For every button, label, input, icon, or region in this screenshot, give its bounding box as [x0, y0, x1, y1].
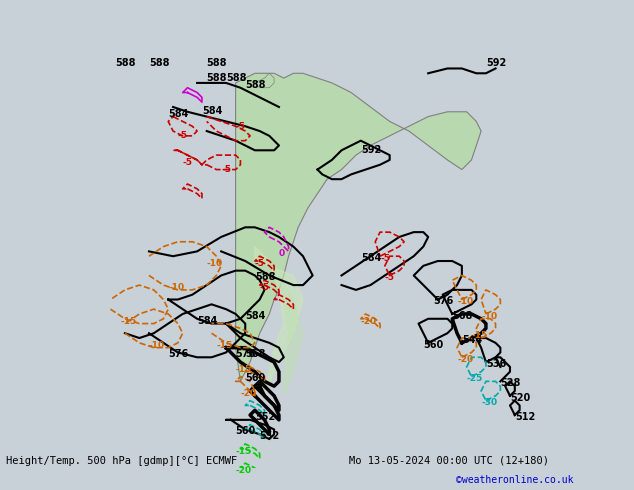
Text: -10: -10: [457, 297, 473, 306]
Text: 536: 536: [486, 359, 506, 369]
Text: 560: 560: [245, 373, 266, 383]
Text: -25: -25: [467, 374, 483, 383]
Text: 588: 588: [245, 80, 266, 90]
Text: -20: -20: [240, 389, 257, 398]
Text: 552: 552: [260, 431, 280, 441]
Text: -5: -5: [178, 131, 188, 140]
Text: 588: 588: [115, 58, 136, 68]
Text: 528: 528: [500, 378, 521, 388]
Text: Mo 13-05-2024 00:00 UTC (12+180): Mo 13-05-2024 00:00 UTC (12+180): [349, 456, 548, 466]
Text: -10: -10: [168, 283, 184, 292]
Text: 588: 588: [207, 58, 227, 68]
Text: ©weatheronline.co.uk: ©weatheronline.co.uk: [456, 475, 574, 485]
Text: -5: -5: [183, 158, 193, 167]
Text: 576: 576: [168, 349, 188, 359]
Polygon shape: [279, 275, 303, 396]
Text: 588: 588: [226, 73, 247, 82]
Text: -15: -15: [472, 331, 488, 340]
Text: 568: 568: [452, 311, 472, 321]
Text: -5: -5: [385, 273, 395, 282]
Text: -5: -5: [255, 259, 265, 268]
Text: 584: 584: [168, 109, 188, 119]
Text: 592: 592: [361, 145, 381, 155]
Polygon shape: [255, 74, 274, 88]
Text: 560: 560: [236, 426, 256, 436]
Text: 584: 584: [245, 311, 266, 321]
Text: -20: -20: [236, 466, 252, 475]
Text: -20: -20: [361, 317, 377, 325]
Text: 592: 592: [486, 58, 506, 68]
Text: Height/Temp. 500 hPa [gdmp][°C] ECMWF: Height/Temp. 500 hPa [gdmp][°C] ECMWF: [6, 456, 238, 466]
Text: -10: -10: [207, 259, 223, 268]
Text: 584: 584: [361, 253, 381, 263]
Text: 512: 512: [515, 412, 535, 422]
Text: -10: -10: [481, 312, 497, 321]
Text: -15: -15: [236, 365, 252, 374]
Text: 588: 588: [255, 272, 275, 282]
Text: 576: 576: [433, 296, 453, 306]
Text: -15: -15: [120, 317, 136, 325]
Text: -5: -5: [260, 283, 269, 292]
Text: -30: -30: [481, 398, 497, 407]
Text: 544: 544: [462, 335, 482, 345]
Text: -5: -5: [236, 122, 245, 131]
Text: 576: 576: [236, 349, 256, 359]
Text: 584: 584: [197, 316, 217, 325]
Polygon shape: [236, 74, 481, 381]
Text: -5: -5: [380, 254, 390, 263]
Text: 588: 588: [149, 58, 169, 68]
Text: -10: -10: [149, 341, 165, 350]
Text: -15: -15: [216, 341, 233, 350]
Text: 0: 0: [279, 249, 285, 258]
Text: -5: -5: [221, 165, 231, 174]
Text: 584: 584: [202, 106, 223, 116]
Text: -20: -20: [457, 355, 473, 364]
Text: 560: 560: [424, 340, 444, 350]
Text: 520: 520: [510, 392, 530, 403]
Polygon shape: [255, 246, 303, 396]
Text: 568: 568: [245, 349, 266, 359]
Text: -15: -15: [236, 446, 252, 456]
Text: 588: 588: [207, 73, 227, 82]
Text: 552: 552: [255, 412, 275, 422]
